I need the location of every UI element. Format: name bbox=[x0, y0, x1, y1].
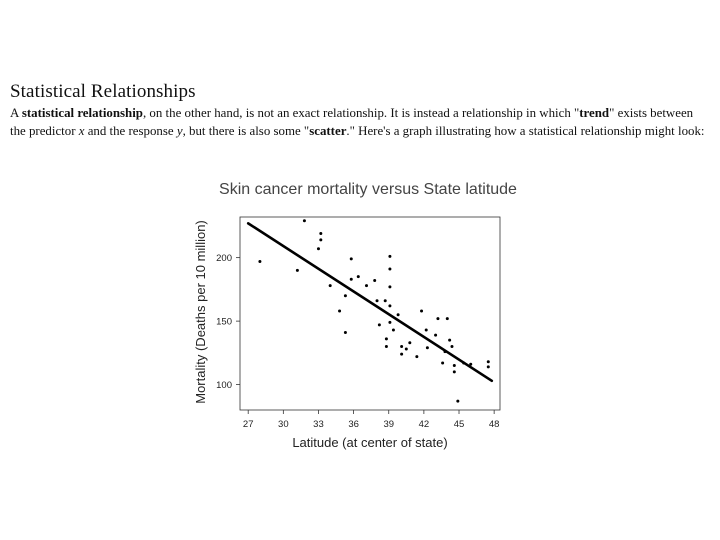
data-point bbox=[436, 317, 440, 321]
data-point bbox=[377, 323, 381, 327]
data-point bbox=[349, 277, 353, 281]
chart-title: Skin cancer mortality versus State latit… bbox=[219, 181, 517, 198]
data-point bbox=[319, 232, 323, 236]
data-point bbox=[462, 361, 466, 365]
data-point bbox=[295, 268, 299, 272]
data-point bbox=[450, 345, 454, 349]
axes: 27 30 33 36 39 42 45 48 100 150 200 bbox=[216, 216, 501, 430]
term-statistical-relationship: statistical relationship bbox=[21, 106, 143, 120]
y-axis-label: Mortality (Deaths per 10 million) bbox=[193, 220, 208, 404]
data-point bbox=[258, 259, 262, 263]
x-tick-label: 45 bbox=[454, 419, 465, 430]
x-tick-label: 39 bbox=[383, 419, 394, 430]
y-tick-label: 200 bbox=[216, 253, 232, 264]
data-point bbox=[302, 219, 306, 223]
data-point bbox=[415, 355, 419, 359]
data-point bbox=[448, 338, 452, 342]
data-point bbox=[456, 399, 460, 403]
x-tick-label: 36 bbox=[348, 419, 359, 430]
data-point bbox=[445, 317, 449, 321]
data-point bbox=[388, 254, 392, 258]
data-point bbox=[373, 278, 377, 282]
text-run: , but there is also some " bbox=[182, 124, 310, 138]
data-point bbox=[396, 313, 400, 317]
data-point bbox=[328, 284, 332, 288]
data-point bbox=[383, 299, 387, 303]
term-trend: trend bbox=[579, 106, 610, 120]
x-tick-label: 33 bbox=[313, 419, 324, 430]
data-point bbox=[469, 362, 473, 366]
data-point bbox=[384, 345, 388, 349]
var-y: y bbox=[176, 124, 183, 138]
x-tick-label: 30 bbox=[278, 419, 289, 430]
data-point bbox=[404, 347, 408, 351]
regression-line bbox=[246, 222, 494, 383]
text-run: and the response bbox=[84, 124, 177, 138]
data-point bbox=[443, 350, 447, 354]
data-point bbox=[424, 328, 428, 332]
x-tick-label: 42 bbox=[419, 419, 430, 430]
data-point bbox=[452, 364, 456, 368]
data-point bbox=[349, 257, 353, 261]
data-point bbox=[388, 285, 392, 289]
data-point bbox=[441, 361, 445, 365]
data-point bbox=[400, 345, 404, 349]
x-tick-label: 48 bbox=[489, 419, 500, 430]
text-run: ." Here's a graph illustrating how a sta… bbox=[346, 124, 705, 138]
data-point bbox=[400, 352, 404, 356]
data-point bbox=[425, 346, 429, 350]
data-point bbox=[364, 284, 368, 288]
section-heading: Statistical Relationships bbox=[10, 81, 196, 102]
data-point bbox=[486, 360, 490, 364]
x-tick-label: 27 bbox=[243, 419, 254, 430]
data-point bbox=[319, 238, 323, 242]
x-axis-label: Latitude (at center of state) bbox=[292, 435, 447, 450]
data-point bbox=[316, 247, 320, 251]
text-run: " exists between the predictor bbox=[10, 106, 694, 138]
term-scatter: scatter bbox=[309, 124, 347, 138]
data-point bbox=[343, 331, 347, 335]
data-point bbox=[388, 304, 392, 308]
y-tick-label: 150 bbox=[216, 317, 232, 328]
data-point bbox=[486, 365, 490, 369]
y-tick-label: 100 bbox=[216, 380, 232, 391]
text-run: , on the other hand, is not an exact rel… bbox=[142, 106, 580, 120]
intro-paragraph: A statistical relationship, on the other… bbox=[10, 104, 712, 140]
data-point bbox=[388, 320, 392, 324]
data-point bbox=[384, 337, 388, 341]
data-point bbox=[391, 328, 395, 332]
data-point bbox=[375, 299, 379, 303]
var-x: x bbox=[78, 124, 85, 138]
data-point bbox=[420, 309, 424, 313]
data-point bbox=[452, 370, 456, 374]
data-point bbox=[338, 309, 342, 313]
text-run: A bbox=[10, 106, 22, 120]
data-point bbox=[408, 341, 412, 345]
data-point bbox=[434, 333, 438, 337]
data-point bbox=[388, 267, 392, 271]
data-marks bbox=[246, 219, 494, 403]
data-point bbox=[356, 275, 360, 279]
data-point bbox=[343, 294, 347, 298]
plot-frame bbox=[239, 216, 501, 411]
